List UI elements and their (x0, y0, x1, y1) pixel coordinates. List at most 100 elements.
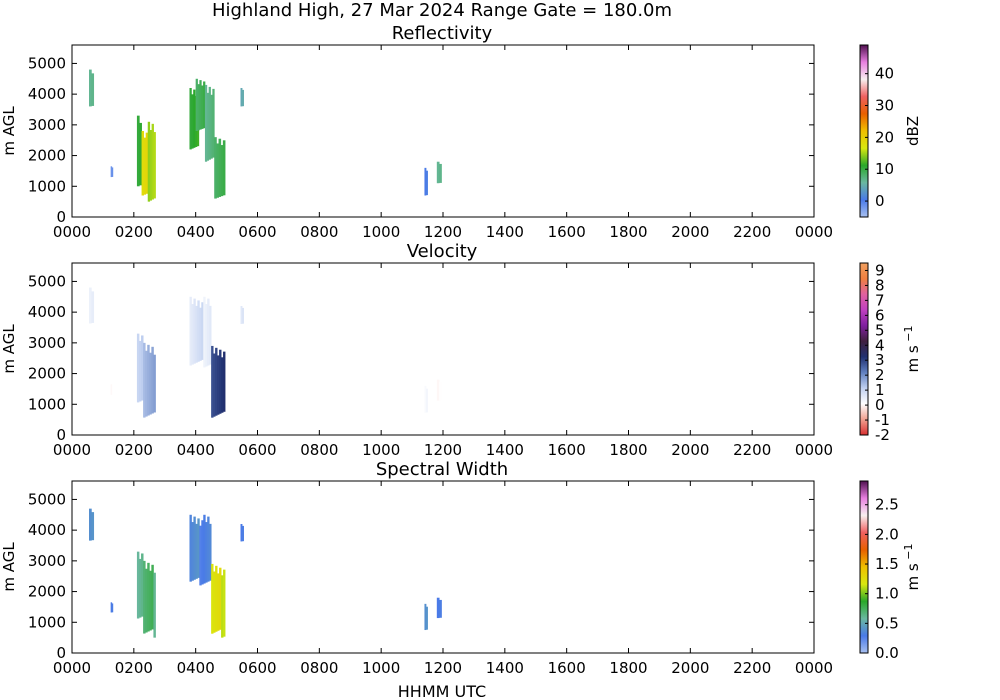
data-cell (213, 571, 216, 633)
data-cell (89, 508, 92, 541)
colorbar-label: dBZ (904, 116, 922, 146)
data-cell (153, 572, 156, 638)
panel-title: Velocity (407, 241, 478, 262)
x-tick-label: 0000 (795, 441, 833, 459)
colorbar-tick-label: 8 (875, 276, 885, 294)
data-cell (223, 351, 226, 412)
colorbar-tick-label: 0 (875, 396, 885, 414)
y-tick-label: 2000 (28, 365, 66, 383)
data-cell (213, 353, 216, 417)
data-cell (207, 516, 210, 582)
colorbar-tick-label: 7 (875, 291, 885, 309)
y-tick-label: 1000 (28, 395, 66, 413)
plot-frame (71, 480, 815, 654)
data-cell (147, 344, 150, 416)
data-cell (195, 305, 198, 363)
data-cell (242, 525, 244, 542)
x-tick-label: 0200 (115, 659, 153, 677)
data-cell (199, 525, 202, 586)
x-tick-label: 0400 (177, 659, 215, 677)
data-cell (193, 89, 196, 148)
data-cell (193, 298, 196, 364)
data-cell (436, 379, 440, 401)
data-cell (211, 345, 214, 418)
colorbar-tick-label: 30 (875, 97, 894, 115)
colorbar-tick-label: 0.5 (875, 614, 899, 632)
data-cell (223, 569, 226, 637)
x-tick-label: 1200 (424, 223, 462, 241)
data-cell (145, 132, 149, 194)
data-cell (424, 385, 427, 413)
data-cell (222, 140, 226, 196)
data-cell (91, 73, 95, 106)
y-tick-label: 0 (56, 426, 66, 444)
colorbar-tick-label: 6 (875, 306, 885, 324)
data-cell (217, 355, 220, 415)
y-tick-label: 3000 (28, 334, 66, 352)
x-tick-label: 0000 (53, 223, 91, 241)
data-cell (216, 143, 219, 198)
colorbar-tick-label: 1.5 (875, 555, 899, 573)
colorbar-label-exponent: −1 (902, 326, 915, 346)
x-tick-label: 1600 (548, 659, 586, 677)
x-tick-label: 0400 (177, 441, 215, 459)
data-cell (89, 69, 92, 107)
y-tick-label: 1000 (28, 613, 66, 631)
data-cell (215, 347, 218, 416)
x-tick-label: 1400 (486, 223, 524, 241)
y-tick-label: 2000 (28, 147, 66, 165)
x-tick-label: 0600 (238, 441, 276, 459)
colorbar-label-exponent: −1 (902, 544, 915, 564)
data-cells (89, 508, 442, 638)
data-cell (439, 381, 442, 401)
y-tick-label: 0 (56, 208, 66, 226)
data-cell (136, 333, 140, 403)
panel-title: Spectral Width (376, 459, 508, 480)
data-cell (199, 80, 202, 130)
data-cell (91, 291, 95, 323)
colorbar-label-text: m s (904, 563, 922, 590)
data-cell (203, 81, 206, 129)
data-cell (425, 388, 428, 413)
data-cell (149, 570, 152, 631)
data-cell (240, 88, 243, 107)
colorbar-tick-label: 0 (875, 192, 885, 210)
data-cell (242, 89, 244, 107)
colorbar-tick-label: 5 (875, 321, 885, 339)
colorbar (859, 480, 869, 654)
x-tick-label: 0000 (53, 659, 91, 677)
data-cell (151, 346, 154, 414)
data-cell (210, 94, 213, 159)
colorbar (859, 262, 869, 436)
data-cell (242, 307, 244, 324)
data-cell (424, 603, 427, 631)
x-tick-label: 0800 (300, 659, 338, 677)
data-cell (197, 300, 200, 362)
data-cell (439, 599, 442, 618)
y-tick-label: 4000 (28, 303, 66, 321)
x-tick-label: 1800 (609, 659, 647, 677)
data-cell (212, 88, 215, 158)
colorbar-tick-label: 40 (875, 65, 894, 83)
data-cell (219, 349, 222, 414)
data-cell (195, 78, 198, 131)
y-tick-label: 1000 (28, 177, 66, 195)
panel-title: Reflectivity (392, 23, 493, 44)
y-tick-label: 5000 (28, 272, 66, 290)
data-cell (191, 522, 194, 581)
figure-title: Highland High, 27 Mar 2024 Range Gate = … (212, 0, 672, 21)
data-cell (221, 357, 224, 413)
x-tick-label: 1000 (362, 441, 400, 459)
y-tick-label: 4000 (28, 85, 66, 103)
data-cell (217, 573, 220, 631)
x-tick-label: 0000 (53, 441, 91, 459)
x-tick-label: 1200 (424, 441, 462, 459)
data-cell (143, 560, 146, 634)
x-tick-label: 2000 (671, 441, 709, 459)
data-cell (436, 161, 440, 184)
data-cell (214, 137, 217, 199)
data-cell (141, 553, 144, 617)
data-cell (219, 567, 222, 630)
data-cell (208, 86, 211, 160)
